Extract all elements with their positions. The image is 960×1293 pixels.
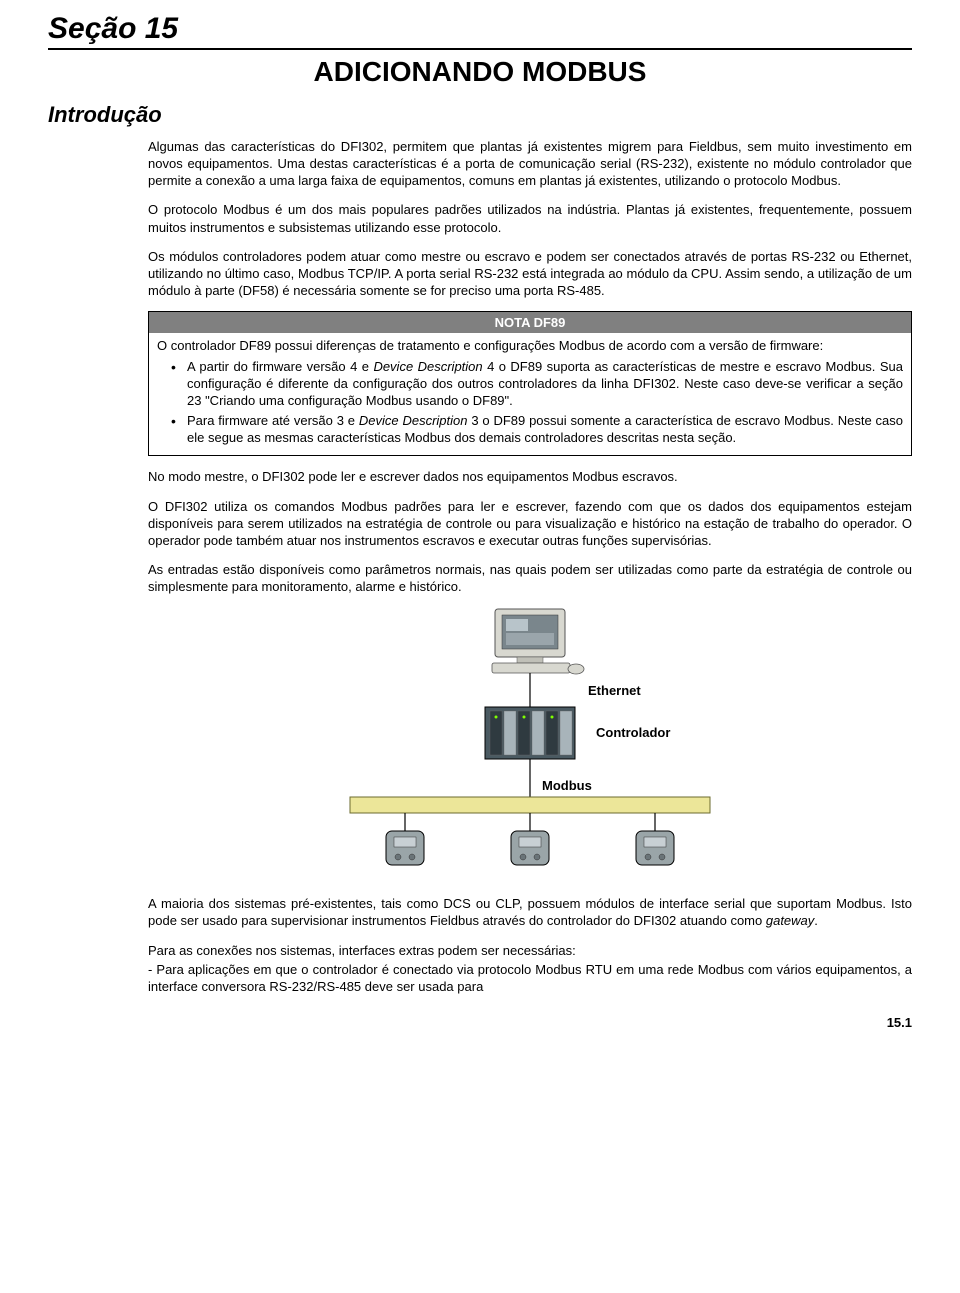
content-body: Algumas das características do DFI302, p…: [148, 138, 912, 995]
paragraph: Os módulos controladores podem atuar com…: [148, 248, 912, 299]
modbus-bus: [350, 797, 710, 813]
paragraph: No modo mestre, o DFI302 pode ler e escr…: [148, 468, 912, 485]
intro-heading: Introdução: [48, 102, 912, 128]
slave-device-icon: [636, 813, 674, 865]
pc-icon: [492, 609, 584, 674]
controller-label: Controlador: [596, 725, 670, 740]
paragraph: As entradas estão disponíveis como parâm…: [148, 561, 912, 595]
paragraph: O DFI302 utiliza os comandos Modbus padr…: [148, 498, 912, 549]
modbus-label: Modbus: [542, 778, 592, 793]
note-intro: O controlador DF89 possui diferenças de …: [157, 338, 823, 353]
paragraph: A maioria dos sistemas pré-existentes, t…: [148, 895, 912, 929]
note-body: O controlador DF89 possui diferenças de …: [149, 333, 911, 455]
network-diagram: Ethernet Controlador Modbus: [320, 607, 740, 877]
note-bullet: A partir do firmware versão 4 e Device D…: [171, 358, 903, 409]
controller-icon: [485, 707, 575, 759]
paragraph: Algumas das características do DFI302, p…: [148, 138, 912, 189]
paragraph: Para as conexões nos sistemas, interface…: [148, 942, 912, 959]
slave-device-icon: [386, 813, 424, 865]
note-title: NOTA DF89: [149, 312, 911, 333]
note-box: NOTA DF89 O controlador DF89 possui dife…: [148, 311, 912, 456]
ethernet-label: Ethernet: [588, 683, 641, 698]
note-bullet: Para firmware até versão 3 e Device Desc…: [171, 412, 903, 446]
page-number: 15.1: [48, 1015, 912, 1030]
page-title: ADICIONANDO MODBUS: [48, 56, 912, 88]
section-number: Seção 15: [48, 12, 912, 50]
paragraph: - Para aplicações em que o controlador é…: [148, 961, 912, 995]
paragraph: O protocolo Modbus é um dos mais popular…: [148, 201, 912, 235]
slave-device-icon: [511, 813, 549, 865]
